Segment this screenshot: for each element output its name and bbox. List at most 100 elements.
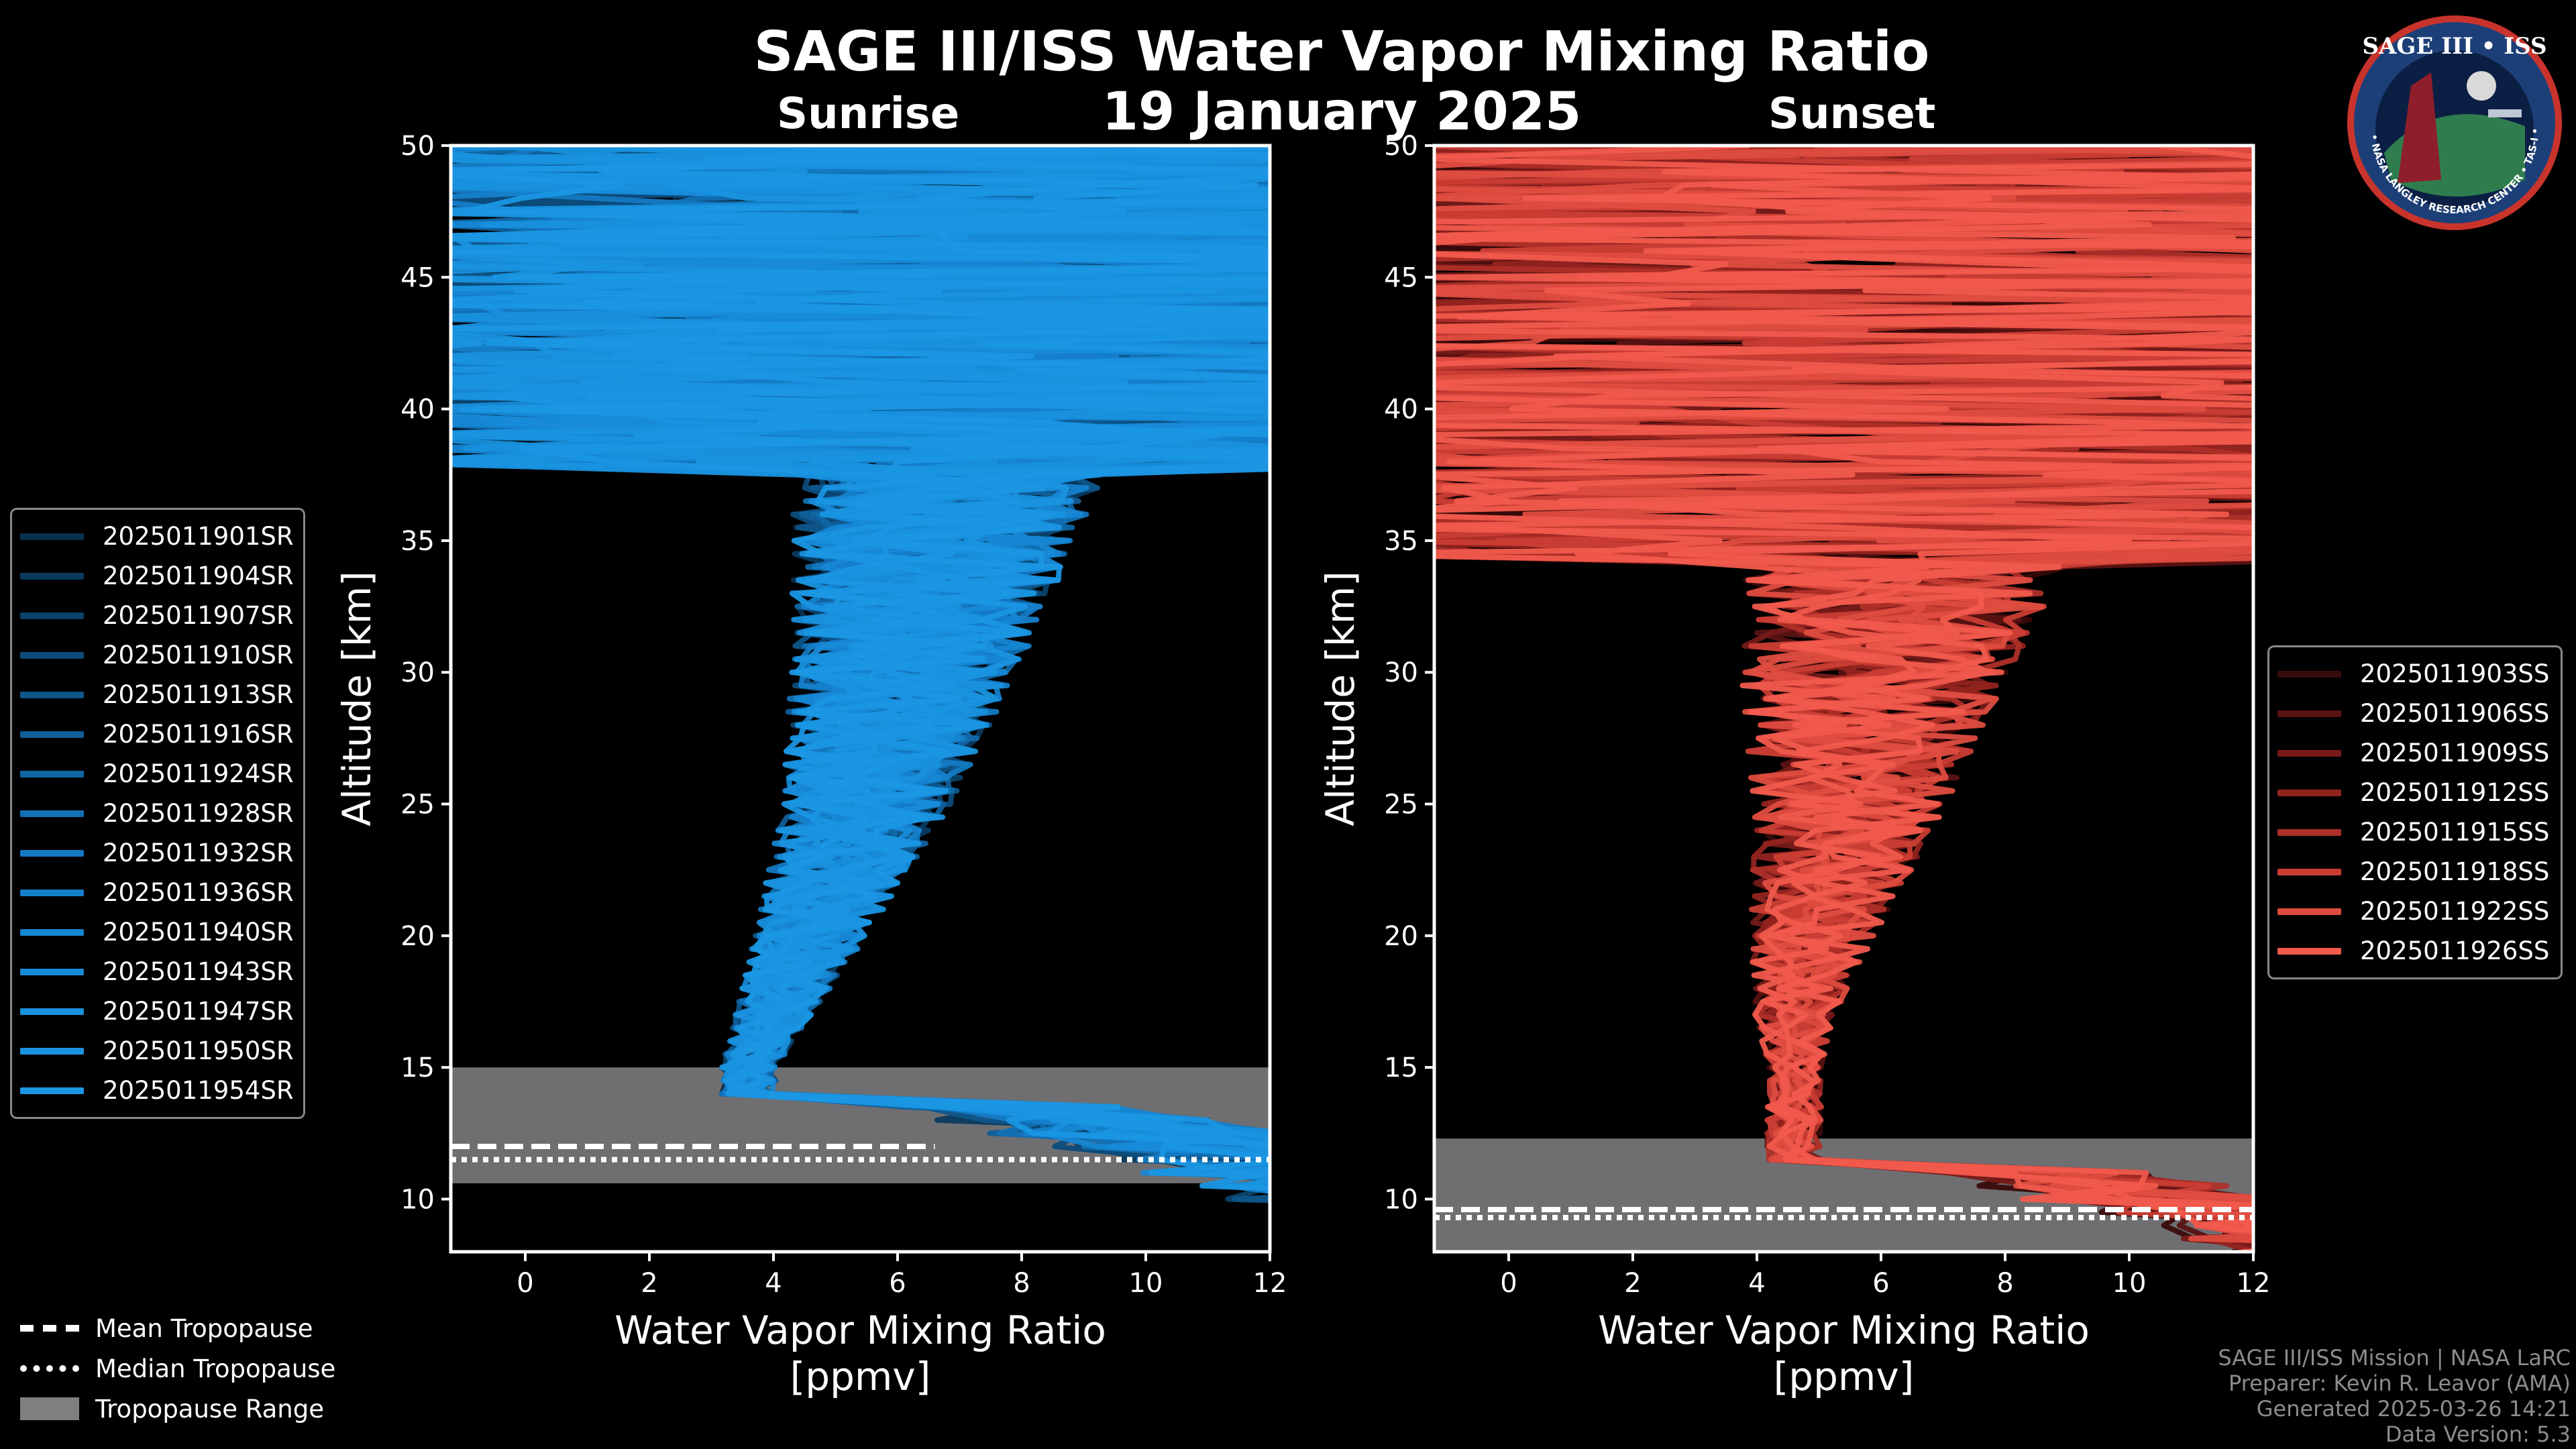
legend-label: 2025011947SR — [103, 997, 294, 1026]
legend-entry: 2025011918SS — [2277, 852, 2553, 892]
legend-entry: 2025011909SS — [2277, 733, 2553, 773]
x-tick-label: 6 — [1872, 1268, 1889, 1299]
plot-area — [451, 146, 1270, 1203]
plot-frame — [449, 144, 1272, 1254]
legend-entry: 2025011922SS — [2277, 892, 2553, 931]
x-tick-label: 8 — [1996, 1268, 2013, 1299]
legend-line-swatch — [2277, 828, 2341, 836]
tropopause-range-entry: Tropopause Range — [20, 1389, 335, 1429]
legend-label: 2025011901SR — [103, 522, 294, 551]
legend-line-swatch — [20, 1047, 84, 1055]
y-tick-label: 45 — [400, 262, 435, 293]
x-axis-label: Water Vapor Mixing Ratio — [614, 1307, 1106, 1353]
plot-panel-sunset: 0 2 4 6 8 10 12 10 15 20 25 30 35 40 45 50 Water Vapor M… — [1318, 131, 2271, 1399]
plot-panel-sunrise: 0 2 4 6 8 10 12 10 15 20 25 30 35 40 45 50 Water Vapor M… — [334, 131, 1287, 1399]
legend-line-swatch — [20, 1087, 84, 1094]
legend-line-swatch — [20, 770, 84, 777]
legend-line-swatch — [20, 651, 84, 659]
astronomer-figure-icon — [2398, 72, 2441, 183]
legend-entry: 2025011936SR — [20, 873, 295, 912]
x-tick-label: 4 — [765, 1268, 782, 1299]
sunset-panel-title: Sunset — [1768, 89, 1936, 139]
chart-date: 19 January 2025 — [1102, 82, 1582, 142]
legend-line-swatch — [20, 810, 84, 817]
gray-box-icon — [20, 1397, 79, 1420]
sunset-legend: 2025011903SS 2025011906SS 2025011909SS 2025… — [2267, 645, 2563, 979]
mean-tropopause-entry: Mean Tropopause — [20, 1308, 335, 1348]
y-tick-label: 25 — [1384, 790, 1418, 820]
legend-label: 2025011922SS — [2360, 897, 2550, 926]
legend-label: 2025011907SR — [103, 601, 294, 630]
legend-entry: 2025011924SR — [20, 754, 295, 794]
y-tick-label: 15 — [1384, 1053, 1418, 1083]
legend-line-swatch — [2277, 749, 2341, 757]
y-tick-label: 50 — [400, 131, 435, 162]
x-tick-label: 4 — [1748, 1268, 1765, 1299]
legend-label: 2025011936SR — [103, 878, 294, 907]
plot-area — [1434, 146, 2253, 1252]
credit-preparer: Preparer: Kevin R. Leavor (AMA) — [2228, 1371, 2571, 1396]
legend-entry: 2025011916SR — [20, 714, 295, 754]
legend-label: 2025011918SS — [2360, 857, 2550, 886]
legend-label: 2025011910SR — [103, 641, 294, 669]
legend-entry: 2025011926SS — [2277, 931, 2553, 971]
y-tick-label: 10 — [1384, 1184, 1418, 1215]
legend-entry: 2025011915SS — [2277, 812, 2553, 852]
sunrise-panel-title: Sunrise — [777, 89, 960, 139]
legend-label: 2025011943SR — [103, 957, 294, 986]
legend-entry: 2025011912SS — [2277, 773, 2553, 812]
legend-line-swatch — [2277, 710, 2341, 717]
legend-entry: 2025011903SS — [2277, 654, 2553, 694]
x-axis-label: Water Vapor Mixing Ratio — [1598, 1307, 2090, 1353]
legend-label: 2025011924SR — [103, 759, 294, 788]
legend-entry: 2025011950SR — [20, 1031, 295, 1071]
legend-line-swatch — [20, 691, 84, 698]
legend-line-swatch — [20, 612, 84, 619]
chart-title: SAGE III/ISS Water Vapor Mixing Ratio — [753, 20, 1930, 84]
legend-entry: 2025011940SR — [20, 912, 295, 952]
legend-line-swatch — [20, 572, 84, 580]
legend-line-swatch — [20, 928, 84, 936]
legend-line-swatch — [20, 731, 84, 738]
y-tick-label: 50 — [1384, 131, 1418, 162]
plot-frame — [1432, 144, 2255, 1254]
legend-line-swatch — [20, 849, 84, 857]
profile-line-2025011950SR — [451, 146, 1270, 1190]
y-tick-label: 20 — [1384, 921, 1418, 952]
dashed-line-icon — [20, 1325, 79, 1332]
legend-line-swatch — [2277, 908, 2341, 915]
y-tick-label: 40 — [400, 394, 435, 425]
x-tick-label: 2 — [1624, 1268, 1641, 1299]
x-axis-unit-label: [ppmv] — [1774, 1354, 1915, 1399]
legend-line-swatch — [20, 1008, 84, 1015]
legend-label: 2025011954SR — [103, 1076, 294, 1105]
y-tick-label: 45 — [1384, 262, 1418, 293]
moon-icon — [2467, 71, 2496, 101]
x-axis-unit-label: [ppmv] — [790, 1354, 931, 1399]
tropopause-legend: Mean Tropopause Median Tropopause Tropop… — [20, 1308, 335, 1429]
legend-line-swatch — [20, 968, 84, 975]
y-tick-label: 30 — [400, 657, 435, 688]
y-tick-label: 10 — [400, 1184, 435, 1215]
y-axis-label: Altitude [km] — [334, 571, 380, 826]
legend-label: 2025011915SS — [2360, 818, 2550, 847]
legend-label: 2025011913SR — [103, 680, 294, 709]
legend-label: 2025011909SS — [2360, 739, 2550, 767]
legend-label: 2025011950SR — [103, 1036, 294, 1065]
legend-entry: 2025011932SR — [20, 833, 295, 873]
y-tick-label: 25 — [400, 790, 435, 820]
legend-line-swatch — [2277, 868, 2341, 875]
iss-icon — [2488, 109, 2522, 117]
tropopause-range-label: Tropopause Range — [95, 1394, 325, 1424]
x-tick-label: 2 — [641, 1268, 657, 1299]
y-tick-label: 30 — [1384, 657, 1418, 688]
y-tick-label: 35 — [400, 526, 435, 557]
legend-label: 2025011916SR — [103, 720, 294, 749]
x-tick-label: 12 — [2237, 1268, 2271, 1299]
legend-label: 2025011940SR — [103, 918, 294, 947]
mean-tropopause-label: Mean Tropopause — [95, 1313, 313, 1343]
y-tick-label: 20 — [400, 921, 435, 952]
x-tick-label: 10 — [2112, 1268, 2147, 1299]
profile-line-2025011954SR — [484, 146, 1270, 1150]
